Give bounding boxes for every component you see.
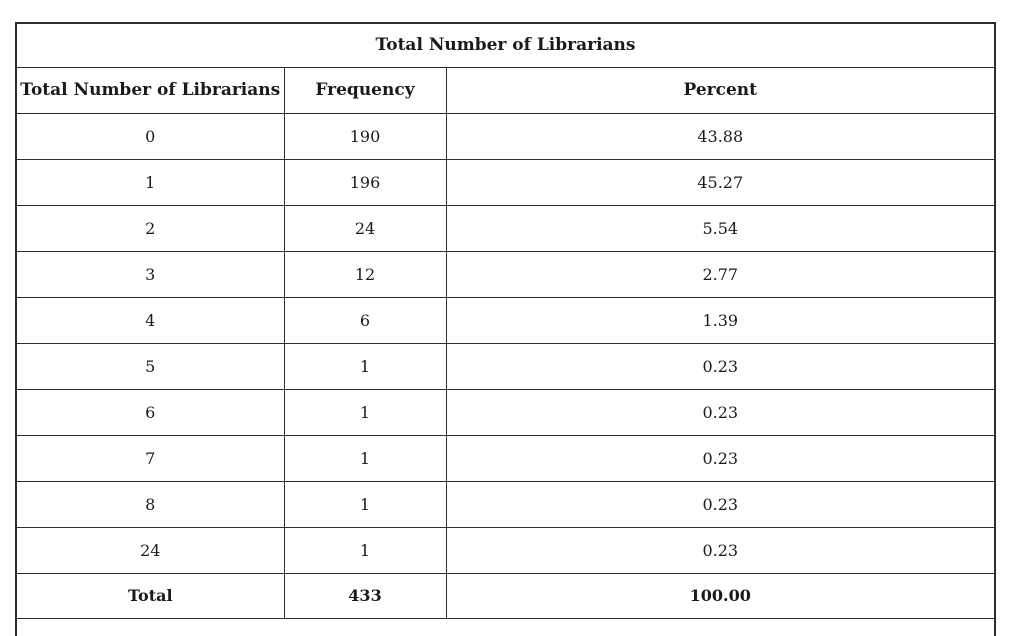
table-total-row: Total 433 100.00 <box>15 572 996 619</box>
table-title: Total Number of Librarians <box>15 22 996 68</box>
cell-frequency: 1 <box>283 388 447 436</box>
table-row: 8 1 0.23 <box>15 480 996 528</box>
cell-librarians: 5 <box>15 342 285 390</box>
cell-librarians: 4 <box>15 296 285 344</box>
table-row: 6 1 0.23 <box>15 388 996 436</box>
cell-frequency: 24 <box>283 204 447 252</box>
cell-percent: 0.23 <box>445 388 996 436</box>
cell-percent: 43.88 <box>445 112 996 160</box>
cell-frequency: 1 <box>283 480 447 528</box>
cell-librarians: 1 <box>15 158 285 206</box>
cell-librarians: 24 <box>15 526 285 574</box>
cell-librarians: 3 <box>15 250 285 298</box>
cell-frequency: 6 <box>283 296 447 344</box>
cell-percent: 45.27 <box>445 158 996 206</box>
total-frequency: 433 <box>283 572 447 619</box>
total-percent: 100.00 <box>445 572 996 619</box>
cell-percent: 0.23 <box>445 434 996 482</box>
table-header-row: Total Number of Librarians Frequency Per… <box>15 66 996 114</box>
table-row: 4 6 1.39 <box>15 296 996 344</box>
table-row: 2 24 5.54 <box>15 204 996 252</box>
table-title-row: Total Number of Librarians <box>15 22 996 68</box>
table-partial-row <box>15 617 996 636</box>
cell-frequency: 196 <box>283 158 447 206</box>
table-row: 7 1 0.23 <box>15 434 996 482</box>
cell-frequency: 1 <box>283 526 447 574</box>
table-row: 5 1 0.23 <box>15 342 996 390</box>
cell-librarians: 7 <box>15 434 285 482</box>
total-label: Total <box>15 572 285 619</box>
cell-percent: 0.23 <box>445 342 996 390</box>
frequency-table: Total Number of Librarians Total Number … <box>15 22 997 636</box>
cell-frequency: 190 <box>283 112 447 160</box>
cell-percent: 2.77 <box>445 250 996 298</box>
cell-percent: 1.39 <box>445 296 996 344</box>
column-header-percent: Percent <box>445 66 996 114</box>
cell-frequency: 1 <box>283 434 447 482</box>
cell-percent: 0.23 <box>445 480 996 528</box>
table-row: 3 12 2.77 <box>15 250 996 298</box>
cell-percent: 5.54 <box>445 204 996 252</box>
column-header-librarians: Total Number of Librarians <box>15 66 285 114</box>
cell-librarians: 0 <box>15 112 285 160</box>
cell-librarians: 6 <box>15 388 285 436</box>
cell-librarians: 2 <box>15 204 285 252</box>
partial-row-cell <box>15 617 996 636</box>
cell-librarians: 8 <box>15 480 285 528</box>
table-row: 0 190 43.88 <box>15 112 996 160</box>
cell-frequency: 12 <box>283 250 447 298</box>
table-row: 1 196 45.27 <box>15 158 996 206</box>
column-header-frequency: Frequency <box>283 66 447 114</box>
cell-frequency: 1 <box>283 342 447 390</box>
cell-percent: 0.23 <box>445 526 996 574</box>
table-row: 24 1 0.23 <box>15 526 996 574</box>
